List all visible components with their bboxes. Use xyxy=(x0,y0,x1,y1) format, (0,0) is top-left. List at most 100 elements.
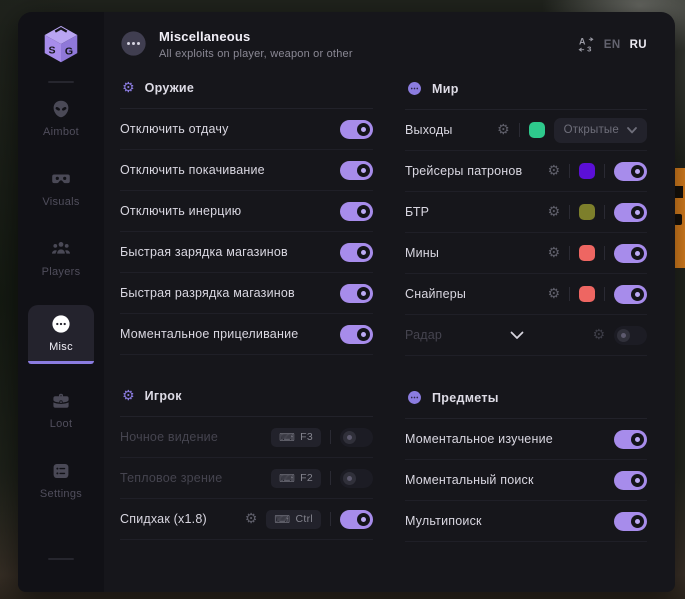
sidebar-item-aimbot[interactable]: Aimbot xyxy=(28,95,94,142)
vertical-divider xyxy=(569,205,570,219)
svg-text:S: S xyxy=(49,45,56,57)
players-icon xyxy=(52,242,70,254)
sidebar-item-misc[interactable]: Misc xyxy=(28,305,94,364)
toggle[interactable] xyxy=(340,201,373,221)
lang-en-button[interactable]: EN xyxy=(603,38,621,51)
toggle[interactable] xyxy=(340,509,373,529)
toggle[interactable] xyxy=(340,160,373,180)
color-swatch[interactable] xyxy=(579,286,595,302)
gear-icon[interactable]: ⚙ xyxy=(547,286,560,302)
left-column: ⚙ Оружие Отключить отдачу Отключить пока… xyxy=(120,70,373,542)
toggle-knob xyxy=(343,430,356,444)
row-speedhack: Спидхак (x1.8) ⚙ ⌨ Ctrl xyxy=(120,499,373,540)
row-exits: Выходы ⚙ Открытые xyxy=(405,110,647,151)
row-label: Спидхак (x1.8) xyxy=(120,512,207,526)
gear-icon[interactable]: ⚙ xyxy=(547,163,560,179)
color-swatch[interactable] xyxy=(579,245,595,261)
right-column: Мир Выходы ⚙ Открытые xyxy=(405,70,647,542)
toggle[interactable] xyxy=(614,325,647,345)
row-btr: БТР ⚙ xyxy=(405,192,647,233)
gear-icon: ⚙ xyxy=(122,388,135,404)
gear-icon[interactable]: ⚙ xyxy=(547,245,560,261)
row-label: Отключить инерцию xyxy=(120,204,242,218)
section-title: Мир xyxy=(432,81,459,96)
row-label: Быстрая разрядка магазинов xyxy=(120,286,295,300)
row-label: БТР xyxy=(405,205,430,219)
page-heading: Miscellaneous All exploits on player, we… xyxy=(159,24,353,60)
toggle[interactable] xyxy=(614,161,647,181)
section-world-header: Мир xyxy=(405,70,647,110)
vertical-divider xyxy=(518,123,520,137)
keyboard-icon: ⌨ xyxy=(278,430,296,444)
vertical-divider xyxy=(604,164,605,178)
toggle-knob xyxy=(631,164,644,178)
toggle[interactable] xyxy=(614,243,647,263)
hotkey-badge[interactable]: ⌨ F3 xyxy=(270,427,321,447)
gear-icon[interactable]: ⚙ xyxy=(592,327,605,343)
row-no-inertia: Отключить инерцию xyxy=(120,191,373,232)
toggle-knob xyxy=(357,286,370,300)
toggle[interactable] xyxy=(614,429,647,449)
toggle-knob xyxy=(357,204,370,218)
section-weapon: ⚙ Оружие Отключить отдачу Отключить пока… xyxy=(120,70,373,355)
sidebar-item-label: Players xyxy=(41,266,81,278)
section-player: ⚙ Игрок Ночное видение ⌨ F3 xyxy=(120,378,373,540)
sidebar-item-loot[interactable]: Loot xyxy=(28,387,94,434)
row-label: Моментальный поиск xyxy=(405,473,534,487)
language-switcher: A з EN RU xyxy=(578,24,647,53)
vertical-divider xyxy=(330,430,331,444)
toggle[interactable] xyxy=(614,470,647,490)
sections-grid: ⚙ Оружие Отключить отдачу Отключить пока… xyxy=(120,70,647,542)
toggle[interactable] xyxy=(614,511,647,531)
toggle[interactable] xyxy=(340,283,373,303)
toggle[interactable] xyxy=(340,324,373,344)
section-title: Игрок xyxy=(144,389,182,403)
keyboard-icon: ⌨ xyxy=(274,512,291,526)
section-title: Оружие xyxy=(144,81,195,95)
color-swatch[interactable] xyxy=(579,204,595,220)
settings-list-icon xyxy=(53,464,69,478)
color-swatch[interactable] xyxy=(528,122,545,138)
page-ellipsis-icon xyxy=(121,31,146,56)
toggle[interactable] xyxy=(340,427,373,447)
row-night-vision: Ночное видение ⌨ F3 xyxy=(120,417,373,458)
sidebar: S G Aimbot xyxy=(18,12,104,592)
row-no-recoil: Отключить отдачу xyxy=(120,109,373,150)
toggle[interactable] xyxy=(340,119,373,139)
gear-icon[interactable]: ⚙ xyxy=(244,511,258,527)
gear-icon: ⚙ xyxy=(122,80,135,96)
chevron-down-icon xyxy=(510,331,524,339)
sidebar-nav: Aimbot Visuals xyxy=(18,95,104,504)
radar-expand-button[interactable] xyxy=(442,331,592,340)
svg-text:з: з xyxy=(587,44,592,53)
toggle[interactable] xyxy=(340,242,373,262)
row-label: Выходы xyxy=(405,123,453,137)
chevron-down-icon xyxy=(627,126,637,133)
row-bullet-tracers: Трейсеры патронов ⚙ xyxy=(405,151,647,192)
gear-icon[interactable]: ⚙ xyxy=(547,204,560,220)
sidebar-item-visuals[interactable]: Visuals xyxy=(28,165,94,212)
lang-ru-button[interactable]: RU xyxy=(629,38,647,51)
svg-text:A: A xyxy=(579,37,586,47)
gear-icon[interactable]: ⚙ xyxy=(497,122,510,138)
toggle[interactable] xyxy=(340,468,373,488)
hotkey-badge[interactable]: ⌨ F2 xyxy=(270,468,321,488)
color-swatch[interactable] xyxy=(579,163,595,179)
row-label: Моментальное прицеливание xyxy=(120,327,299,341)
exits-dropdown[interactable]: Открытые xyxy=(553,117,647,143)
row-fast-reload: Быстрая зарядка магазинов xyxy=(120,232,373,273)
toggle[interactable] xyxy=(614,202,647,222)
sidebar-item-label: Visuals xyxy=(42,196,80,208)
sidebar-item-settings[interactable]: Settings xyxy=(28,457,94,504)
row-instant-ads: Моментальное прицеливание xyxy=(120,314,373,355)
vertical-divider xyxy=(604,205,605,219)
vertical-divider xyxy=(604,287,605,301)
row-label: Мультипоиск xyxy=(405,514,482,528)
hotkey-badge[interactable]: ⌨ Ctrl xyxy=(266,509,321,529)
row-label: Радар xyxy=(405,328,443,342)
toggle-knob xyxy=(631,473,644,487)
toggle[interactable] xyxy=(614,284,647,304)
vertical-divider xyxy=(330,471,331,485)
sidebar-item-players[interactable]: Players xyxy=(28,235,94,282)
